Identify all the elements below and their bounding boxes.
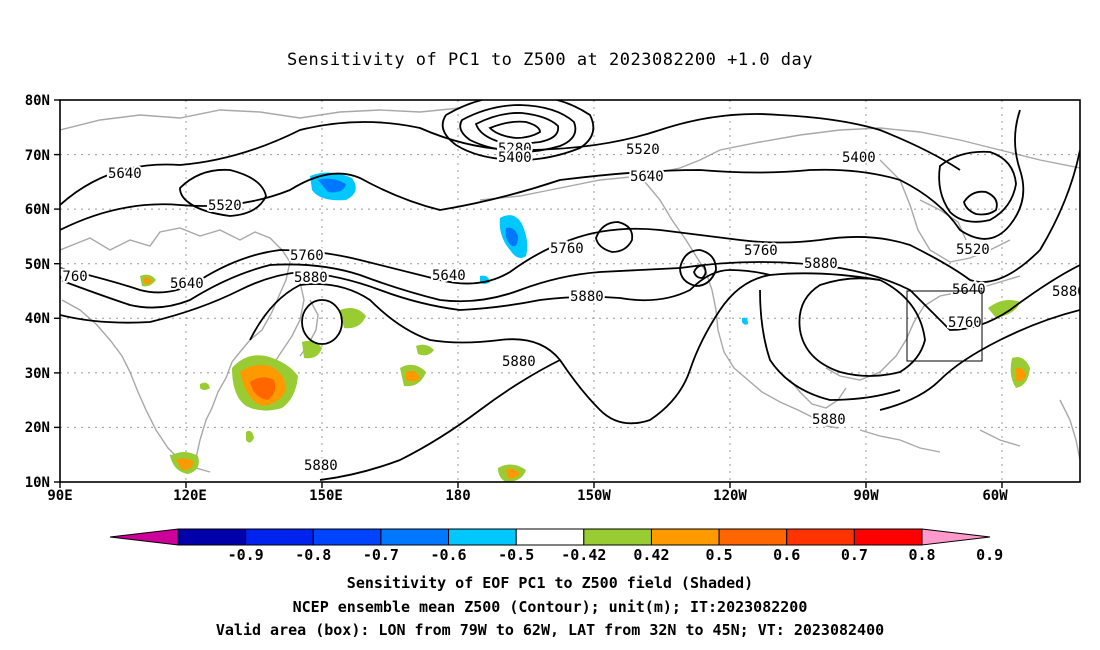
colorbar-box (786, 528, 855, 546)
contour-label: 5760 (744, 243, 778, 259)
contour-label: 5640 (630, 169, 664, 185)
contour-label: 5760 (948, 315, 982, 331)
colorbar (109, 528, 991, 546)
contour-label: 5880 (304, 458, 338, 474)
contour-labels: 5280 5400 5520 5400 5640 5640 5520 5640 … (54, 139, 1086, 476)
shade-patch (742, 317, 748, 325)
colorbar-label: 0.42 (633, 546, 669, 564)
footer-line-1: Sensitivity of EOF PC1 to Z500 field (Sh… (346, 574, 754, 592)
colorbar-label: -0.8 (295, 546, 331, 564)
shade-patch (1016, 367, 1026, 382)
shade-patch (505, 227, 518, 247)
lon-label: 60W (982, 488, 1008, 504)
contour-label: 5640 (108, 166, 142, 182)
colorbar-box (515, 528, 585, 546)
contour-label: 5760 (550, 241, 584, 257)
colorbar-label: -0.6 (430, 546, 466, 564)
contour-label: 5400 (842, 150, 876, 166)
contour-label: 5880 (812, 412, 846, 428)
colorbar-box (650, 528, 720, 546)
lon-labels: 90E 120E 150E 180 150W 120W 90W 60W (47, 488, 1008, 504)
lat-label: 10N (25, 475, 50, 491)
map-title: Sensitivity of PC1 to Z500 at 2023082200… (286, 50, 813, 70)
contour-label: 5520 (208, 198, 242, 214)
lat-label: 40N (25, 311, 50, 327)
colorbar-label: 0.6 (773, 546, 800, 564)
shade-patch (302, 340, 322, 359)
colorbar-box (853, 528, 923, 546)
lon-label: 150E (309, 488, 343, 504)
valid-area-box (906, 290, 983, 362)
contour-label: 5640 (170, 276, 204, 292)
shade-patch (200, 382, 210, 390)
colorbar-labels: -0.9 -0.8 -0.7 -0.6 -0.5 -0.42 0.42 0.5 0.6 0.7 0.… (228, 546, 1004, 564)
contour-label: 5760 (54, 269, 88, 285)
sensitivity-shading (140, 172, 1030, 482)
shade-patch (318, 178, 346, 193)
footer-line-3: Valid area (box): LON from 79W to 62W, L… (215, 621, 885, 639)
contour-label: 5640 (952, 282, 986, 298)
lon-label: 150W (577, 488, 611, 504)
shade-patch (416, 344, 434, 356)
colorbar-box (448, 528, 517, 546)
colorbar-label: 0.7 (841, 546, 868, 564)
lat-label: 30N (25, 366, 50, 382)
shade-patch (250, 377, 276, 400)
colorbar-box (312, 528, 382, 546)
colorbar-box (245, 528, 314, 546)
contour-label: 5880 (570, 289, 604, 305)
colorbar-box (718, 528, 788, 546)
coastlines (60, 107, 1080, 473)
contour-label: 5760 (290, 248, 324, 264)
lat-labels: 80N 70N 60N 50N 40N 30N 20N 10N (25, 93, 50, 491)
shade-patch (340, 308, 366, 329)
shade-patch (988, 300, 1020, 318)
colorbar-box (177, 528, 247, 546)
contour-label: 5880 (502, 354, 536, 370)
lon-label: 90E (47, 488, 72, 504)
z500-contours (60, 100, 1080, 481)
colorbar-label: -0.42 (561, 546, 606, 564)
contour-label: 5880 (804, 256, 838, 272)
colorbar-label: 0.8 (908, 546, 935, 564)
colorbar-max-triangle (921, 528, 991, 546)
map-frame (59, 99, 1081, 483)
colorbar-label: -0.9 (228, 546, 264, 564)
footer-line-2: NCEP ensemble mean Z500 (Contour); unit(… (292, 598, 808, 616)
contour-label: 5280 (498, 141, 532, 157)
colorbar-label: -0.5 (498, 546, 534, 564)
colorbar-min-triangle (109, 528, 179, 546)
shade-patch (406, 370, 420, 382)
contour-label: 5880 (1052, 284, 1086, 300)
lat-label: 20N (25, 420, 50, 436)
lat-label: 70N (25, 148, 50, 164)
lon-label: 90W (853, 488, 879, 504)
lon-label: 180 (445, 488, 470, 504)
shade-patch (506, 468, 520, 479)
shade-patch (246, 430, 254, 443)
colorbar-label: -0.7 (363, 546, 399, 564)
shade-patch (144, 277, 152, 284)
lon-label: 120W (713, 488, 747, 504)
shade-patch (176, 458, 194, 470)
contour-label: 5640 (432, 268, 466, 284)
colorbar-box (583, 528, 652, 546)
contour-label: 5520 (956, 242, 990, 258)
contour-label: 5520 (626, 142, 660, 158)
contour-label: 5400 (498, 150, 532, 166)
grid-lines (60, 100, 1080, 482)
colorbar-box (380, 528, 450, 546)
lon-label: 120E (173, 488, 207, 504)
lat-label: 50N (25, 257, 50, 273)
colorbar-label: 0.5 (706, 546, 733, 564)
lon-axis (59, 482, 1003, 488)
contour-label: 5880 (294, 270, 328, 286)
lat-axis (54, 99, 60, 483)
lat-label: 60N (25, 202, 50, 218)
colorbar-label: 0.9 (976, 546, 1003, 564)
lat-label: 80N (25, 93, 50, 109)
